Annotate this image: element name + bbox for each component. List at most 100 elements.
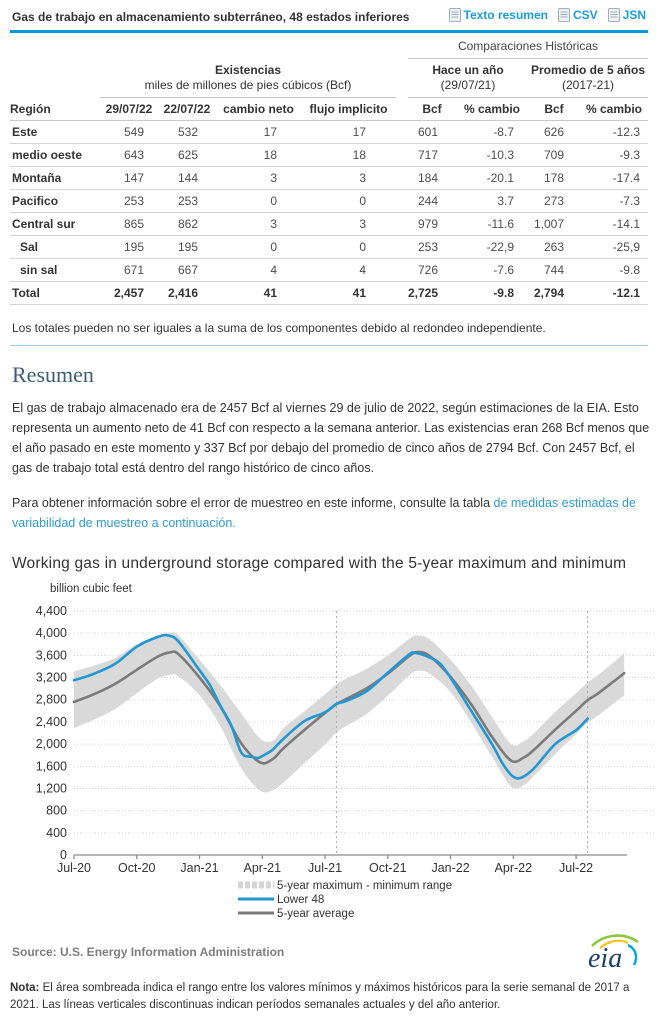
table-row: Sal 195 195 0 0 253 -22,9 263 -25,9 (10, 235, 648, 259)
value-cell: 601 (408, 120, 456, 144)
y-axis-tick-label: 4,000 (36, 626, 67, 640)
jsn-link[interactable]: JSN (607, 8, 646, 22)
value-cell: 1,007 (528, 212, 580, 236)
value-cell: 184 (408, 166, 456, 190)
summary-paragraph-1: El gas de trabajo almacenado era de 2457… (12, 401, 650, 475)
y-axis-tick-label: 400 (46, 826, 67, 840)
region-cell: Pacifico (10, 189, 100, 213)
eia-logo-yellow-arc (599, 939, 629, 949)
header-divider (10, 30, 648, 33)
texto-resumen-link[interactable]: Texto resumen (448, 8, 548, 22)
table-row: Total 2,457 2,416 41 41 2,725 -9.8 2,794 -12.1 (10, 281, 648, 305)
region-cell: Sal (10, 235, 100, 259)
value-cell: 3 (301, 212, 396, 236)
sampling-variability-link[interactable]: de medidas estimadas de variabilidad de … (12, 496, 636, 530)
section-divider (10, 345, 648, 346)
value-cell: 263 (528, 235, 580, 259)
legend-label: 5-year maximum - minimum range (277, 880, 452, 892)
value-cell: 253 (158, 189, 216, 213)
value-cell: 17 (301, 120, 396, 144)
value-cell: 4 (301, 258, 396, 282)
value-cell: 671 (100, 258, 158, 282)
value-cell: 709 (528, 143, 580, 167)
table-row: Central sur 865 862 3 3 979 -11.6 1,007 -14.1 (10, 212, 648, 236)
y-axis-tick-label: 1,200 (36, 781, 67, 795)
chart-y-axis-label: billion cubic feet (50, 583, 132, 595)
value-cell: -12.1 (580, 281, 648, 305)
chart-title: Working gas in underground storage compa… (12, 555, 627, 572)
value-cell: -17.4 (580, 166, 648, 190)
table-row: Montaña 147 144 3 3 184 -20.1 178 -17.4 (10, 166, 648, 190)
column-header-row: Región 29/07/22 22/07/22 cambio neto flu… (10, 97, 648, 121)
source-label: Source: U.S. Energy Information Administ… (12, 945, 285, 959)
x-axis-tick-label: Apr-21 (244, 861, 282, 875)
y-axis-tick-label: 2,800 (36, 693, 67, 707)
document-icon (448, 8, 461, 22)
x-axis-tick-label: Apr-22 (495, 861, 533, 875)
value-cell: 2,457 (100, 281, 158, 305)
region-cell: sin sal (10, 258, 100, 282)
value-cell: 0 (216, 235, 301, 259)
value-cell: 865 (100, 212, 158, 236)
column-header-current-week: 29/07/22 (100, 97, 158, 121)
value-cell: 3 (216, 166, 301, 190)
x-axis-tick-label: Jul-22 (559, 861, 593, 875)
region-cell: Montaña (10, 166, 100, 190)
region-cell: Este (10, 120, 100, 144)
eia-logo: eia (584, 933, 642, 978)
value-cell: 144 (158, 166, 216, 190)
value-cell: 18 (301, 143, 396, 167)
legend-label: Lower 48 (277, 894, 324, 906)
five-year-avg-header: Promedio de 5 años (2017-21) (528, 58, 648, 98)
value-cell: 4 (216, 258, 301, 282)
table-row: Pacifico 253 253 0 0 244 3.7 273 -7.3 (10, 189, 648, 213)
y-axis-tick-label: 3,600 (36, 648, 67, 662)
existencias-header: Existencias miles de millones de pies cú… (100, 58, 396, 98)
value-cell: 549 (100, 120, 158, 144)
value-cell: 273 (528, 189, 580, 213)
value-cell: -25,9 (580, 235, 648, 259)
five-year-average-line (72, 650, 626, 765)
y-axis-tick-label: 800 (46, 804, 67, 818)
region-cell: Total (10, 281, 100, 305)
value-cell: -8.7 (456, 120, 528, 144)
link-label: Texto resumen (463, 8, 548, 22)
value-cell: 178 (528, 166, 580, 190)
value-cell: 253 (408, 235, 456, 259)
table-row: medio oeste 643 625 18 18 717 -10.3 709 -9.3 (10, 143, 648, 167)
value-cell: 195 (100, 235, 158, 259)
group-header-row-1: Comparaciones Históricas (10, 35, 648, 59)
value-cell: 18 (216, 143, 301, 167)
y-axis-tick-label: 2,400 (36, 715, 67, 729)
value-cell: -9.3 (580, 143, 648, 167)
value-cell: 2,416 (158, 281, 216, 305)
value-cell: -9.8 (580, 258, 648, 282)
value-cell: 41 (301, 281, 396, 305)
legend-label: 5-year average (277, 908, 354, 920)
link-label: JSN (622, 8, 646, 22)
y-axis-tick-label: 4,400 (36, 604, 67, 618)
csv-link[interactable]: CSV (557, 8, 598, 22)
column-header-prior-week: 22/07/22 (158, 97, 216, 121)
value-cell: -9.8 (456, 281, 528, 305)
value-cell: -10.3 (456, 143, 528, 167)
value-cell: -7.3 (580, 189, 648, 213)
chart-note: Nota: El área sombreada indica el rango … (10, 982, 630, 1011)
x-axis-tick-label: Oct-21 (369, 861, 407, 875)
value-cell: 2,725 (408, 281, 456, 305)
column-header-yearago-pct: % cambio (456, 97, 528, 121)
value-cell: 0 (301, 189, 396, 213)
table-row: sin sal 671 667 4 4 726 -7.6 744 -9.8 (10, 258, 648, 282)
column-header-net-change: cambio neto (216, 97, 301, 121)
column-header-avg-bcf: Bcf (528, 97, 580, 121)
y-axis-tick-label: 2,000 (36, 737, 67, 751)
group-header-row-2: Existencias miles de millones de pies cú… (10, 58, 648, 98)
link-label: CSV (572, 8, 598, 22)
value-cell: 979 (408, 212, 456, 236)
column-header-avg-pct: % cambio (580, 97, 648, 121)
value-cell: 643 (100, 143, 158, 167)
value-cell: 2,794 (528, 281, 580, 305)
x-axis-tick-label: Jul-21 (308, 861, 342, 875)
value-cell: 17 (216, 120, 301, 144)
